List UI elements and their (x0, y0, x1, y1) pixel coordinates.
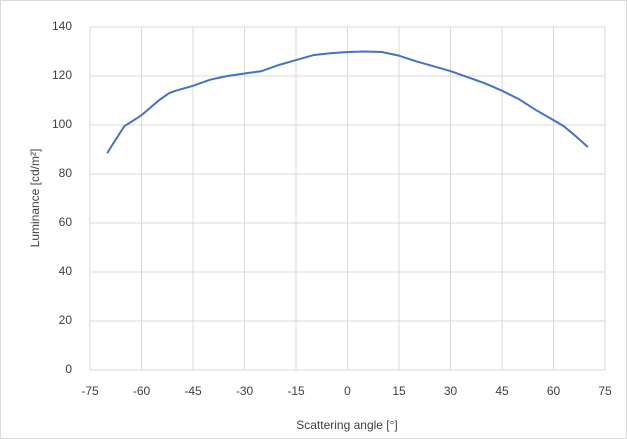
x-tick-label: 30 (444, 384, 458, 398)
x-tick-label: 75 (598, 384, 612, 398)
y-tick-label: 100 (52, 117, 72, 131)
x-tick-label: 0 (344, 384, 351, 398)
y-axis-label: Luminance [cd/m²] (28, 149, 42, 248)
y-tick-label: 60 (59, 215, 73, 229)
y-tick-label: 20 (59, 313, 73, 327)
x-tick-label: -75 (81, 384, 99, 398)
y-tick-label: 40 (59, 264, 73, 278)
data-line (106, 50, 589, 154)
y-tick-label: 140 (52, 19, 72, 33)
x-tick-label: -60 (133, 384, 151, 398)
x-tick-label: -30 (236, 384, 254, 398)
y-tick-label: 80 (59, 166, 73, 180)
x-tick-label: 45 (495, 384, 509, 398)
x-tick-label: 15 (392, 384, 406, 398)
y-tick-label: 0 (65, 362, 72, 376)
x-tick-label: -15 (287, 384, 305, 398)
x-tick-label: -45 (184, 384, 202, 398)
x-axis-label: Scattering angle [°] (296, 418, 398, 432)
y-tick-label: 120 (52, 68, 72, 82)
x-tick-label: 60 (547, 384, 561, 398)
